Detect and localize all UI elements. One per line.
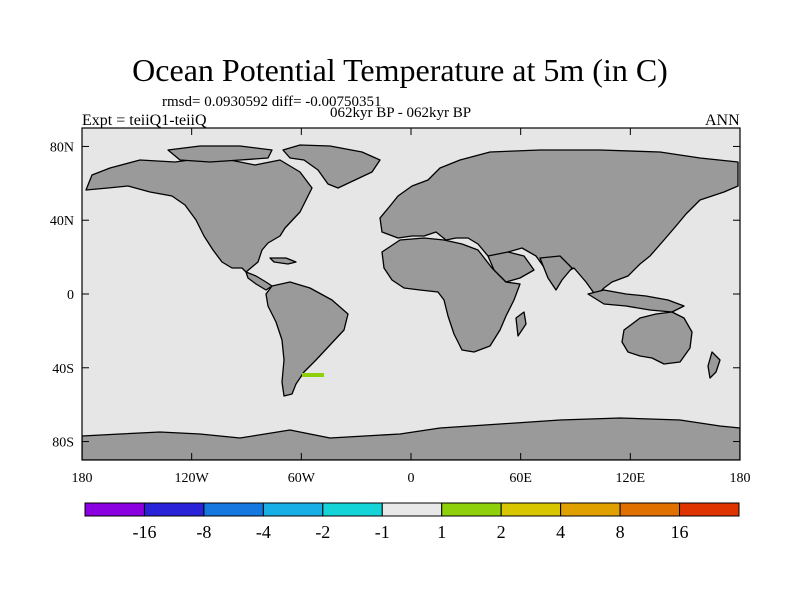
colorbar-swatch [560,502,621,517]
land-australia [621,311,693,365]
x-tick-label: 120E [616,471,646,486]
land-arctic-islands [167,145,273,163]
warm-anomaly-patch [302,373,324,377]
colorbar-label: -8 [196,522,211,542]
land-south-america [265,281,349,397]
x-tick-label: 180 [730,471,751,486]
y-tick-label: 0 [67,288,74,303]
colorbar-label: 4 [556,522,565,542]
colorbar-label: -4 [256,522,271,542]
land-africa [381,237,521,353]
land-caribbean [269,257,297,265]
colorbar-swatch [500,502,562,517]
land-antarctica [82,417,740,460]
colorbar: -16 -8 -4 -2 -1 1 2 4 8 16 [84,502,740,542]
colorbar-swatch [441,502,502,517]
colorbar-swatch [84,502,145,517]
colorbar-swatch [679,502,740,517]
colorbar-label: 8 [616,522,625,542]
colorbar-swatch [322,502,383,517]
x-tick-label: 60E [509,471,532,486]
land-madagascar [515,311,527,337]
colorbar-label: -16 [132,522,156,542]
map-plot-area [82,128,740,460]
colorbar-label: -2 [315,522,330,542]
land-india [539,255,573,291]
x-tick-label: 60W [288,471,316,486]
land-greenland [282,144,381,189]
land-eurasia [379,149,739,297]
x-tick-label: 120W [175,471,210,486]
land-mask [82,144,740,460]
y-tick-label: 40N [50,214,74,229]
colorbar-label: 16 [671,522,689,542]
chart-title: Ocean Potential Temperature at 5m (in C) [132,52,668,88]
colorbar-swatch [143,502,205,517]
y-tick-label: 40S [52,362,74,377]
map-axes: 180 120W 60W 0 60E 120E 180 80N 40N 0 40S 80S [50,128,751,486]
colorbar-swatch [262,502,324,517]
land-indonesia [587,289,685,313]
x-tick-label: 0 [408,471,415,486]
y-tick-label: 80S [52,436,74,451]
stats-text: rmsd= 0.0930592 diff= -0.00750351 [162,94,382,110]
season-text: ANN [705,112,740,129]
colorbar-label: -1 [375,522,390,542]
colorbar-label: 2 [497,522,506,542]
y-tick-label: 80N [50,140,74,155]
land-arabia [487,251,535,283]
land-new-zealand [707,351,721,379]
colorbar-swatch [381,502,443,517]
colorbar-swatch [619,502,681,517]
x-tick-label: 180 [72,471,93,486]
colorbar-label: 1 [437,522,446,542]
land-central-america [245,271,273,291]
period-text: 062kyr BP - 062kyr BP [330,105,472,121]
colorbar-swatch [203,502,264,517]
experiment-text: Expt = teiiQ1-teiiQ [82,112,207,129]
